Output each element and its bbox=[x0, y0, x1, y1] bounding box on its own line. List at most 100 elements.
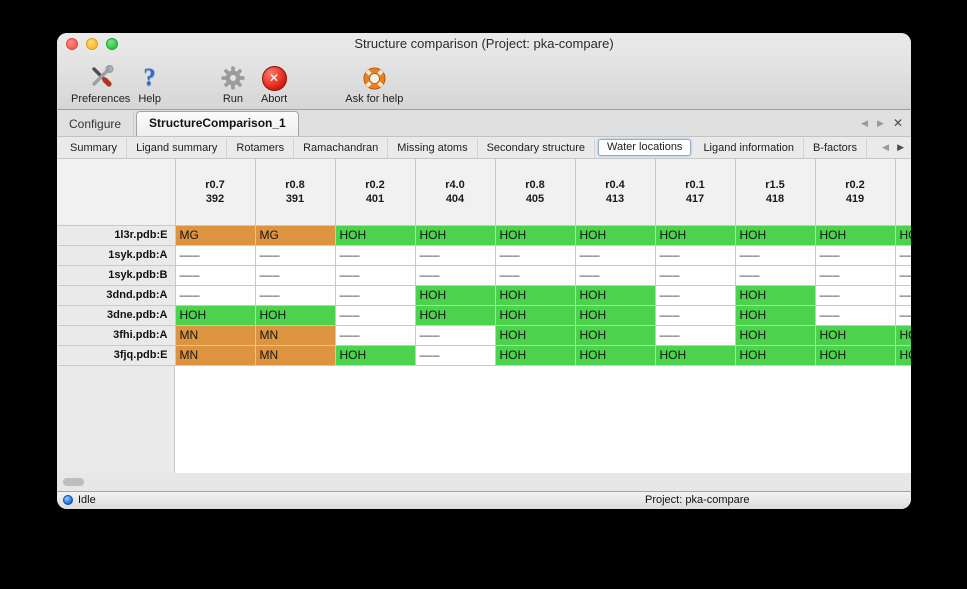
table-cell[interactable]: HOH bbox=[575, 225, 656, 246]
table-cell[interactable]: ––– bbox=[655, 325, 736, 346]
table-cell[interactable]: HOH bbox=[735, 285, 816, 306]
subtab-rotamers[interactable]: Rotamers bbox=[227, 137, 295, 158]
table-cell[interactable]: ––– bbox=[655, 285, 736, 306]
preferences-button[interactable]: Preferences bbox=[67, 57, 134, 105]
tab-close-icon[interactable]: ✕ bbox=[892, 116, 903, 130]
table-cell[interactable]: ––– bbox=[895, 305, 911, 326]
column-header: r0.2 419 bbox=[815, 159, 896, 226]
table-cell[interactable]: ––– bbox=[895, 265, 911, 286]
subtab-missing-atoms[interactable]: Missing atoms bbox=[388, 137, 478, 158]
horizontal-scrollbar[interactable] bbox=[57, 473, 911, 491]
scrollbar-thumb[interactable] bbox=[63, 478, 84, 486]
table-cell[interactable]: HOH bbox=[575, 345, 656, 366]
subtab-ramachandran[interactable]: Ramachandran bbox=[294, 137, 389, 158]
table-cell[interactable]: ––– bbox=[495, 245, 576, 266]
subtab-scroll-left-icon[interactable]: ◀ bbox=[882, 142, 890, 152]
table-cell[interactable]: ––– bbox=[895, 285, 911, 306]
table-cell[interactable]: HOH bbox=[655, 345, 736, 366]
table-cell[interactable]: MG bbox=[255, 225, 336, 246]
table-cell[interactable]: HOH bbox=[735, 225, 816, 246]
table-cell[interactable]: ––– bbox=[735, 265, 816, 286]
table-cell[interactable]: ––– bbox=[815, 305, 896, 326]
table-cell[interactable]: ––– bbox=[815, 265, 896, 286]
table-cell[interactable]: ––– bbox=[575, 265, 656, 286]
table-cell[interactable]: ––– bbox=[415, 345, 496, 366]
tab-scroll-right-icon[interactable]: ▶ bbox=[877, 117, 884, 128]
minimize-button[interactable] bbox=[86, 38, 98, 50]
table-cell[interactable]: ––– bbox=[415, 245, 496, 266]
subtab-summary[interactable]: Summary bbox=[61, 137, 128, 158]
table-cell[interactable]: ––– bbox=[575, 245, 656, 266]
run-button[interactable]: Run bbox=[217, 57, 249, 105]
subtab-b-factors[interactable]: B-factors bbox=[804, 137, 867, 158]
table-cell[interactable]: MN bbox=[255, 325, 336, 346]
row-label: 3dne.pdb:A bbox=[57, 305, 176, 326]
table-cell[interactable]: ––– bbox=[335, 265, 416, 286]
subtab-ligand-summary[interactable]: Ligand summary bbox=[127, 137, 228, 158]
table-cell[interactable]: MN bbox=[175, 345, 256, 366]
table-cell[interactable]: HOH bbox=[255, 305, 336, 326]
table-cell[interactable]: ––– bbox=[335, 325, 416, 346]
table-cell[interactable]: MG bbox=[175, 225, 256, 246]
zoom-button[interactable] bbox=[106, 38, 118, 50]
table-cell[interactable]: ––– bbox=[415, 265, 496, 286]
table-cell[interactable]: HOH bbox=[415, 225, 496, 246]
table-cell[interactable]: HOH bbox=[895, 325, 911, 346]
close-button[interactable] bbox=[66, 38, 78, 50]
table-cell[interactable]: ––– bbox=[175, 285, 256, 306]
table-cell[interactable]: HOH bbox=[815, 325, 896, 346]
table-cell[interactable]: ––– bbox=[655, 305, 736, 326]
abort-button[interactable]: ✕ Abort bbox=[257, 57, 291, 105]
table-cell[interactable]: HOH bbox=[495, 345, 576, 366]
subtab-scroll-right-icon[interactable]: ▶ bbox=[897, 142, 904, 152]
table-cell[interactable]: HOH bbox=[495, 225, 576, 246]
table-cell[interactable]: HOH bbox=[895, 345, 911, 366]
subtab-water-locations[interactable]: Water locations bbox=[598, 139, 692, 156]
table-cell[interactable]: ––– bbox=[415, 325, 496, 346]
table-cell[interactable]: MN bbox=[175, 325, 256, 346]
ask-for-help-button[interactable]: Ask for help bbox=[341, 57, 407, 105]
table-cell[interactable]: ––– bbox=[815, 285, 896, 306]
table-cell[interactable]: ––– bbox=[255, 285, 336, 306]
table-cell[interactable]: HOH bbox=[575, 325, 656, 346]
table-cell[interactable]: HOH bbox=[575, 285, 656, 306]
titlebar[interactable]: Structure comparison (Project: pka-compa… bbox=[57, 33, 911, 55]
table-cell[interactable]: HOH bbox=[655, 225, 736, 246]
table-cell[interactable]: HOH bbox=[735, 345, 816, 366]
table-cell[interactable]: ––– bbox=[255, 265, 336, 286]
table-cell[interactable]: HOH bbox=[735, 305, 816, 326]
table-cell[interactable]: HOH bbox=[495, 305, 576, 326]
help-button[interactable]: ? Help bbox=[134, 57, 165, 106]
table-cell[interactable]: ––– bbox=[335, 285, 416, 306]
table-cell[interactable]: HOH bbox=[735, 325, 816, 346]
table-cell[interactable]: HOH bbox=[335, 345, 416, 366]
table-cell[interactable]: MN bbox=[255, 345, 336, 366]
table-cell[interactable]: HOH bbox=[495, 285, 576, 306]
table-cell[interactable]: HOH bbox=[335, 225, 416, 246]
tab-structurecomparison-1[interactable]: StructureComparison_1 bbox=[136, 111, 299, 136]
table-cell[interactable]: HOH bbox=[815, 345, 896, 366]
table-cell[interactable]: HOH bbox=[415, 305, 496, 326]
table-cell[interactable]: ––– bbox=[255, 245, 336, 266]
table-cell[interactable]: ––– bbox=[175, 265, 256, 286]
table-cell[interactable]: HOH bbox=[575, 305, 656, 326]
tab-configure[interactable]: Configure bbox=[57, 113, 135, 136]
table-cell[interactable]: HOH bbox=[495, 325, 576, 346]
table-cell[interactable]: ––– bbox=[335, 305, 416, 326]
table-cell[interactable]: ––– bbox=[335, 245, 416, 266]
subtab-secondary-structure[interactable]: Secondary structure bbox=[478, 137, 596, 158]
lifebuoy-icon bbox=[362, 64, 387, 92]
table-cell[interactable]: ––– bbox=[895, 245, 911, 266]
table-cell[interactable]: ––– bbox=[655, 265, 736, 286]
table-cell[interactable]: HOH bbox=[815, 225, 896, 246]
table-cell[interactable]: HOH bbox=[415, 285, 496, 306]
table-cell[interactable]: ––– bbox=[175, 245, 256, 266]
table-cell[interactable]: ––– bbox=[495, 265, 576, 286]
table-cell[interactable]: ––– bbox=[815, 245, 896, 266]
table-cell[interactable]: ––– bbox=[655, 245, 736, 266]
table-cell[interactable]: HOH bbox=[895, 225, 911, 246]
table-cell[interactable]: ––– bbox=[735, 245, 816, 266]
table-cell[interactable]: HOH bbox=[175, 305, 256, 326]
tab-scroll-left-icon[interactable]: ◀ bbox=[861, 117, 869, 128]
subtab-ligand-information[interactable]: Ligand information bbox=[694, 137, 804, 158]
